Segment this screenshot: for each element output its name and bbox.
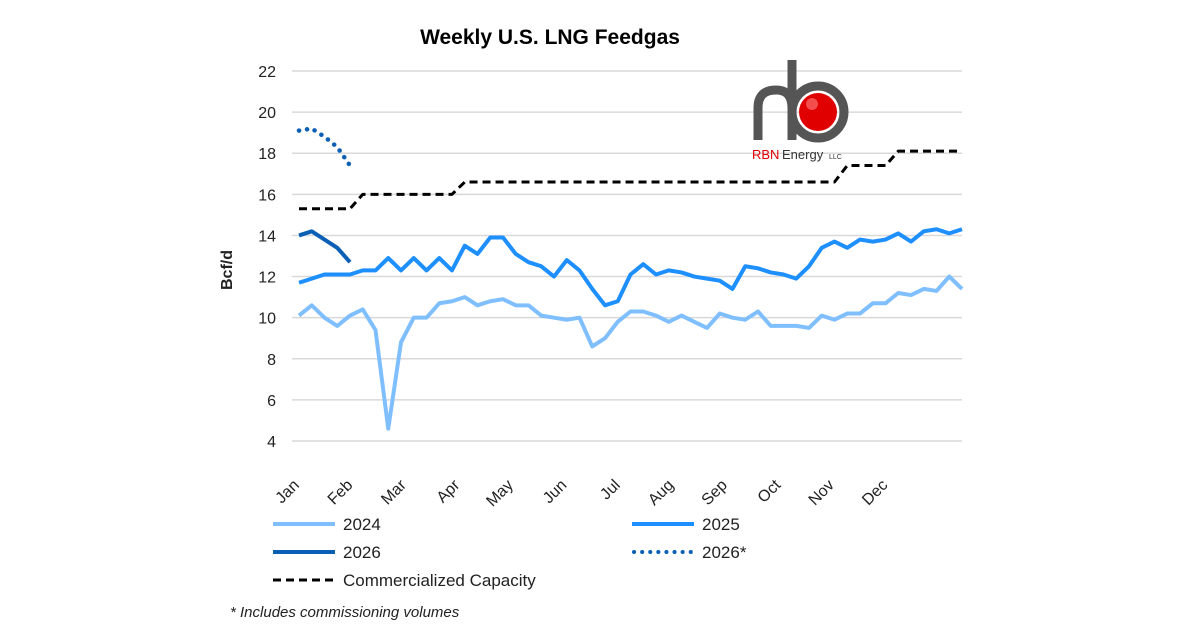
legend: 2024 2025 2026 2026* Commercialized Capa… bbox=[273, 515, 747, 590]
legend-label-capacity: Commercialized Capacity bbox=[343, 571, 536, 590]
logo-red-ball bbox=[799, 93, 837, 131]
x-tick-label: Jul bbox=[597, 477, 623, 503]
rbn-logo: RBN Energy LLC bbox=[752, 60, 849, 162]
gridlines bbox=[292, 70, 962, 442]
legend-label-2026: 2026 bbox=[343, 543, 381, 562]
x-tick-label: Jan bbox=[273, 477, 303, 507]
y-tick-label: 12 bbox=[258, 270, 276, 287]
y-tick-label: 16 bbox=[258, 187, 276, 204]
y-tick-labels: 4 6 8 10 12 14 16 18 20 22 bbox=[258, 64, 276, 451]
x-tick-label: Nov bbox=[806, 477, 838, 509]
series-line-commercialized-capacity bbox=[299, 149, 962, 211]
x-tick-label: Apr bbox=[434, 476, 464, 506]
series-line-2026- bbox=[296, 126, 353, 168]
logo-llc-text: LLC bbox=[829, 154, 842, 161]
y-tick-label: 20 bbox=[258, 105, 276, 122]
x-tick-label: Sep bbox=[699, 477, 731, 509]
y-tick-label: 10 bbox=[258, 311, 276, 328]
chart-title: Weekly U.S. LNG Feedgas bbox=[420, 26, 680, 49]
legend-label-2025: 2025 bbox=[702, 515, 740, 534]
x-tick-label: Oct bbox=[755, 476, 785, 506]
logo-energy-text: Energy bbox=[782, 147, 824, 162]
x-tick-label: Dec bbox=[859, 477, 891, 509]
x-tick-label: Aug bbox=[645, 477, 677, 509]
x-tick-label: Jun bbox=[540, 477, 570, 507]
y-tick-label: 8 bbox=[267, 352, 276, 369]
legend-label-2026-star: 2026* bbox=[702, 543, 747, 562]
x-tick-label: May bbox=[483, 477, 516, 510]
legend-label-2024: 2024 bbox=[343, 515, 381, 534]
y-axis-label: Bcf/d bbox=[219, 250, 236, 290]
series-line-2024 bbox=[297, 274, 964, 431]
x-tick-label: Mar bbox=[378, 476, 410, 508]
y-tick-label: 18 bbox=[258, 146, 276, 163]
x-tick-labels: Jan Feb Mar Apr May Jun Jul Aug Sep Oct Nov Dec bbox=[273, 476, 892, 510]
series-line-2026 bbox=[298, 229, 352, 264]
footnote: * Includes commissioning volumes bbox=[230, 604, 460, 621]
y-tick-label: 22 bbox=[258, 64, 276, 81]
x-tick-label: Feb bbox=[325, 477, 357, 509]
y-tick-label: 6 bbox=[267, 393, 276, 410]
y-tick-label: 14 bbox=[258, 228, 276, 245]
y-tick-label: 4 bbox=[267, 434, 276, 451]
series-line-2025 bbox=[298, 227, 963, 308]
series-lines bbox=[296, 126, 964, 431]
logo-rbn-text: RBN bbox=[752, 147, 779, 162]
